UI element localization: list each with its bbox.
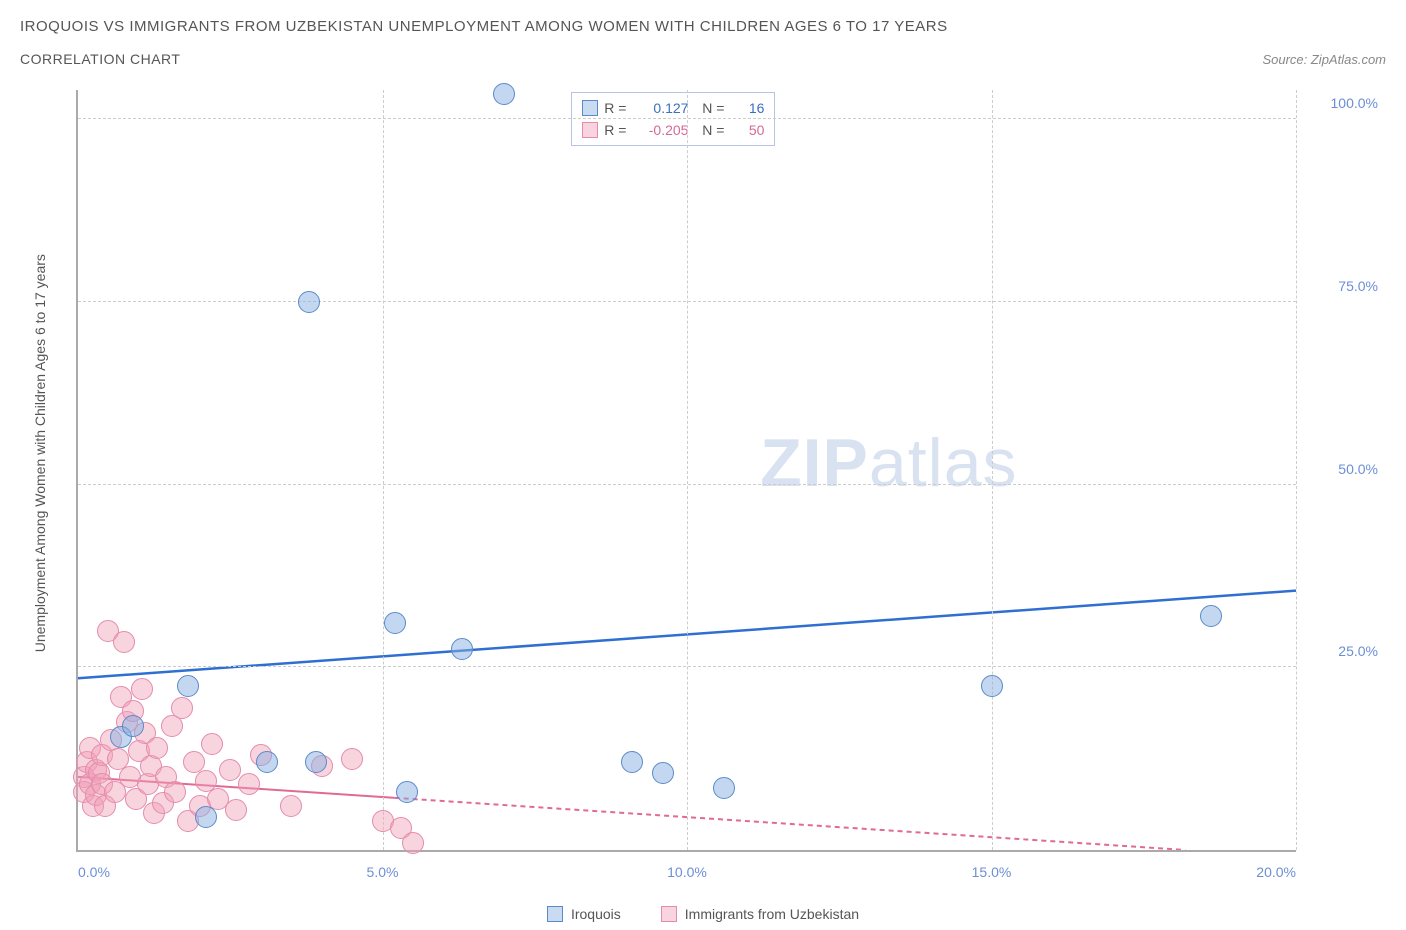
r-value: 0.127 <box>632 97 688 119</box>
x-tick-label: 5.0% <box>367 864 399 880</box>
legend-stats-row: R = 0.127 N = 16 <box>582 97 764 119</box>
data-point-blue <box>122 715 144 737</box>
grid-line-v <box>1296 90 1297 850</box>
r-value: -0.205 <box>632 119 688 141</box>
bottom-legend-item: Immigrants from Uzbekistan <box>661 906 859 922</box>
data-point-blue <box>981 675 1003 697</box>
data-point-blue <box>652 762 674 784</box>
y-axis-title: Unemployment Among Women with Children A… <box>32 254 48 652</box>
data-point-blue <box>177 675 199 697</box>
r-label: R = <box>604 119 626 141</box>
x-tick-label: 0.0% <box>78 864 110 880</box>
data-point-pink <box>280 795 302 817</box>
y-tick-label: 25.0% <box>1338 643 1378 659</box>
r-label: R = <box>604 97 626 119</box>
data-point-pink <box>225 799 247 821</box>
data-point-blue <box>1200 605 1222 627</box>
grid-line-v <box>992 90 993 850</box>
data-point-blue <box>256 751 278 773</box>
data-point-pink <box>201 733 223 755</box>
data-point-pink <box>164 781 186 803</box>
data-point-blue <box>493 83 515 105</box>
data-point-pink <box>238 773 260 795</box>
data-point-blue <box>305 751 327 773</box>
x-tick-label: 15.0% <box>972 864 1012 880</box>
legend-swatch-blue <box>582 100 598 116</box>
legend-label: Immigrants from Uzbekistan <box>685 906 859 922</box>
n-label: N = <box>694 97 724 119</box>
chart-title-line2: CORRELATION CHART <box>20 51 180 67</box>
legend-swatch-pink <box>582 122 598 138</box>
data-point-pink <box>131 678 153 700</box>
data-point-pink <box>219 759 241 781</box>
grid-line-v <box>687 90 688 850</box>
chart-title-line1: IROQUOIS VS IMMIGRANTS FROM UZBEKISTAN U… <box>20 18 1386 35</box>
source-attribution: Source: ZipAtlas.com <box>1262 52 1386 67</box>
data-point-blue <box>621 751 643 773</box>
chart-area: Unemployment Among Women with Children A… <box>48 90 1386 880</box>
bottom-legend-item: Iroquois <box>547 906 621 922</box>
legend-swatch-blue <box>547 906 563 922</box>
data-point-pink <box>171 697 193 719</box>
data-point-blue <box>384 612 406 634</box>
data-point-blue <box>451 638 473 660</box>
n-label: N = <box>694 119 724 141</box>
n-value: 50 <box>730 119 764 141</box>
data-point-pink <box>341 748 363 770</box>
data-point-blue <box>713 777 735 799</box>
data-point-blue <box>298 291 320 313</box>
data-point-blue <box>195 806 217 828</box>
data-point-blue <box>396 781 418 803</box>
watermark: ZIPatlas <box>760 424 1017 502</box>
legend-swatch-pink <box>661 906 677 922</box>
x-tick-label: 20.0% <box>1256 864 1296 880</box>
y-tick-label: 75.0% <box>1338 278 1378 294</box>
grid-line-v <box>383 90 384 850</box>
y-tick-label: 100.0% <box>1331 95 1378 111</box>
y-tick-label: 50.0% <box>1338 461 1378 477</box>
data-point-pink <box>402 832 424 854</box>
plot-region: ZIPatlas R =0.127 N =16R =-0.205 N =50 2… <box>76 90 1296 852</box>
legend-stats-row: R = -0.205 N = 50 <box>582 119 764 141</box>
x-tick-label: 10.0% <box>667 864 707 880</box>
bottom-legend: Iroquois Immigrants from Uzbekistan <box>0 906 1406 922</box>
data-point-pink <box>146 737 168 759</box>
data-point-pink <box>113 631 135 653</box>
legend-label: Iroquois <box>571 906 621 922</box>
n-value: 16 <box>730 97 764 119</box>
